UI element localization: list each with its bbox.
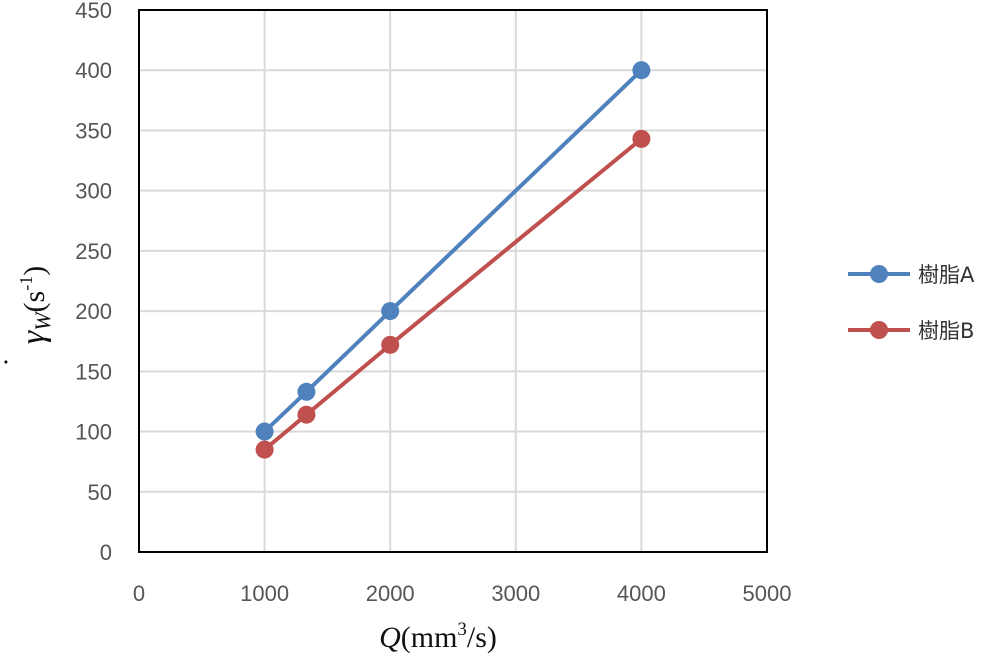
svg-text:γW(s-1): γW(s-1) bbox=[15, 266, 55, 344]
series-line bbox=[263, 137, 643, 452]
data-point bbox=[255, 422, 274, 441]
series-line bbox=[263, 68, 643, 434]
y-axis-title: γW(s-1) ˙ bbox=[0, 266, 55, 367]
legend-label: 樹脂A bbox=[918, 263, 975, 287]
data-point bbox=[297, 382, 316, 401]
x-tick-label: 5000 bbox=[743, 581, 792, 606]
x-axis-title-sup: 3 bbox=[457, 619, 467, 640]
plot-frame bbox=[138, 9, 768, 553]
x-axis-title: Q(mm3/s) bbox=[379, 619, 497, 654]
y-tick-label: 200 bbox=[75, 299, 112, 324]
y-tick-label: 100 bbox=[75, 420, 112, 445]
x-axis-title-unit: (mm bbox=[401, 621, 458, 654]
legend-item: 樹脂A bbox=[848, 263, 975, 287]
y-tick-label: 250 bbox=[75, 239, 112, 264]
legend-marker bbox=[870, 321, 888, 339]
y-tick-label: 300 bbox=[75, 179, 112, 204]
legend: 樹脂A 樹脂B bbox=[848, 263, 975, 343]
y-tick-label: 50 bbox=[88, 480, 112, 505]
y-axis-title-sub: W bbox=[30, 311, 55, 331]
data-point bbox=[297, 405, 316, 424]
x-tick-label: 4000 bbox=[617, 581, 666, 606]
y-tick-label: 450 bbox=[75, 0, 112, 23]
y-tick-label: 0 bbox=[100, 540, 112, 565]
series-layer bbox=[255, 61, 651, 459]
y-tick-label: 400 bbox=[75, 58, 112, 83]
legend-item: 樹脂B bbox=[848, 319, 974, 343]
y-tick-label: 350 bbox=[75, 118, 112, 143]
series-1 bbox=[255, 61, 651, 441]
data-point bbox=[632, 61, 651, 80]
x-tick-label: 1000 bbox=[240, 581, 289, 606]
legend-label: 樹脂B bbox=[918, 319, 974, 343]
x-tick-label: 3000 bbox=[491, 581, 540, 606]
y-axis-title-unit: (s bbox=[18, 291, 51, 313]
data-point bbox=[255, 440, 274, 459]
x-tick-label: 2000 bbox=[366, 581, 415, 606]
y-tick-label: 150 bbox=[75, 359, 112, 384]
x-tick-label: 0 bbox=[133, 581, 145, 606]
x-axis-title-tail: /s) bbox=[467, 621, 497, 654]
data-point bbox=[381, 302, 400, 321]
data-point bbox=[632, 129, 651, 148]
y-axis-title-main: γ bbox=[15, 329, 52, 344]
grid bbox=[138, 9, 768, 553]
data-point bbox=[381, 335, 400, 354]
x-tick-labels: 0 1000 2000 3000 4000 5000 bbox=[133, 581, 792, 606]
legend-marker bbox=[870, 265, 888, 283]
x-axis-title-main: Q bbox=[379, 621, 401, 654]
series-2 bbox=[255, 129, 651, 459]
y-axis-title-tail: ) bbox=[18, 266, 51, 276]
y-axis-title-sup: -1 bbox=[16, 276, 36, 291]
y-tick-labels: 0 50 100 150 200 250 300 350 400 450 bbox=[75, 0, 112, 565]
y-axis-title-dot: ˙ bbox=[0, 357, 31, 367]
